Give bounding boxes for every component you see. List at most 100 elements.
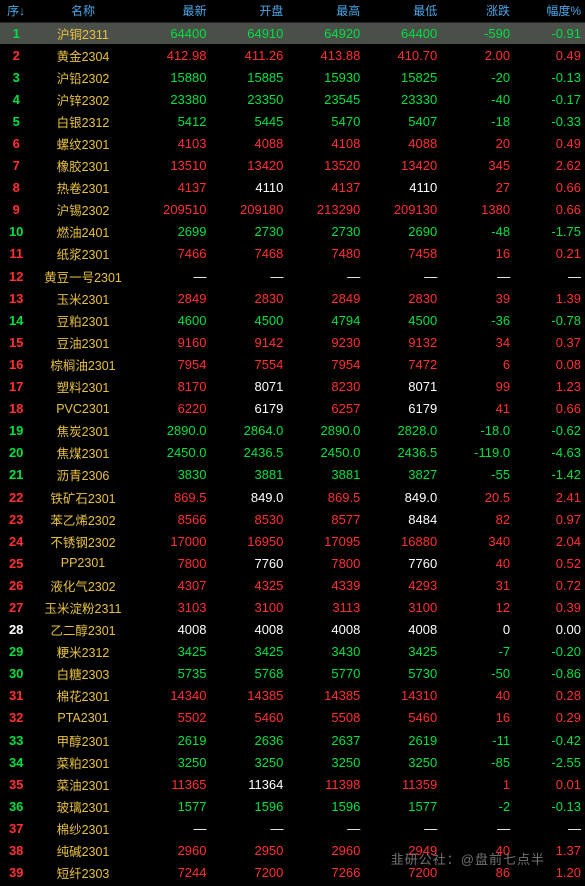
cell-seq: 6 [0, 132, 32, 154]
cell-value: 4137 [287, 177, 364, 199]
table-row[interactable]: 35菜油23011136511364113981135910.01 [0, 773, 585, 795]
table-row[interactable]: 29粳米23123425342534303425-7-0.20 [0, 641, 585, 663]
cell-value: — [210, 265, 287, 287]
cell-value: -4.63 [514, 442, 585, 464]
cell-value: 4008 [287, 619, 364, 641]
cell-value: 16950 [210, 530, 287, 552]
cell-value: 0 [441, 619, 514, 641]
table-row[interactable]: 19焦炭23012890.02864.02890.02828.0-18.0-0.… [0, 420, 585, 442]
col-header-seq[interactable]: 序↓ [0, 0, 32, 22]
cell-seq: 29 [0, 641, 32, 663]
table-row[interactable]: 24不锈钢2302170001695017095168803402.04 [0, 530, 585, 552]
cell-value: 209130 [364, 199, 441, 221]
cell-value: 4293 [364, 574, 441, 596]
table-row[interactable]: 18PVC23016220617962576179410.66 [0, 398, 585, 420]
cell-value: 2849 [134, 287, 211, 309]
table-row[interactable]: 16棕榈油2301795475547954747260.08 [0, 353, 585, 375]
table-row[interactable]: 32PTA23015502546055085460160.29 [0, 707, 585, 729]
cell-value: 4339 [287, 574, 364, 596]
cell-value: 39 [441, 287, 514, 309]
cell-seq: 34 [0, 751, 32, 773]
cell-value: — [134, 265, 211, 287]
cell-value: 64400 [134, 22, 211, 44]
table-row[interactable]: 7橡胶2301135101342013520134203452.62 [0, 155, 585, 177]
table-row[interactable]: 17塑料23018170807182308071991.23 [0, 376, 585, 398]
col-header-high[interactable]: 最高 [287, 0, 364, 22]
col-header-change[interactable]: 涨跌 [441, 0, 514, 22]
table-row[interactable]: 21沥青23063830388138813827-55-1.42 [0, 464, 585, 486]
cell-value: 5770 [287, 663, 364, 685]
cell-value: 4108 [287, 132, 364, 154]
cell-value: 869.5 [134, 486, 211, 508]
cell-value: 4794 [287, 309, 364, 331]
table-row[interactable]: 6螺纹23014103408841084088200.49 [0, 132, 585, 154]
cell-seq: 1 [0, 22, 32, 44]
col-header-pct[interactable]: 幅度% [514, 0, 585, 22]
table-row[interactable]: 25PP23017800776078007760400.52 [0, 552, 585, 574]
cell-value: 1577 [364, 795, 441, 817]
cell-value: 15880 [134, 66, 211, 88]
cell-value: 13510 [134, 155, 211, 177]
cell-value: 2.00 [441, 44, 514, 66]
table-row[interactable]: 27玉米淀粉23113103310031133100120.39 [0, 596, 585, 618]
table-row[interactable]: 12黄豆一号2301—————— [0, 265, 585, 287]
table-row[interactable]: 14豆粕23014600450047944500-36-0.78 [0, 309, 585, 331]
col-header-latest[interactable]: 最新 [134, 0, 211, 22]
cell-name: 玉米2301 [32, 287, 133, 309]
table-row[interactable]: 36玻璃23011577159615961577-2-0.13 [0, 795, 585, 817]
table-row[interactable]: 23苯乙烯23028566853085778484820.97 [0, 508, 585, 530]
cell-value: 9230 [287, 331, 364, 353]
table-row[interactable]: 37棉纱2301—————— [0, 817, 585, 839]
cell-value: 17000 [134, 530, 211, 552]
cell-value: 2830 [210, 287, 287, 309]
table-row[interactable]: 34菜粕23013250325032503250-85-2.55 [0, 751, 585, 773]
table-row[interactable]: 9沪锡230220951020918021329020913013800.66 [0, 199, 585, 221]
cell-value: 40 [441, 552, 514, 574]
table-row[interactable]: 8热卷23014137411041374110270.66 [0, 177, 585, 199]
col-header-name[interactable]: 名称 [32, 0, 133, 22]
cell-value: 3425 [364, 641, 441, 663]
cell-name: 沪铅2302 [32, 66, 133, 88]
cell-value: 4137 [134, 177, 211, 199]
table-row[interactable]: 26液化气23024307432543394293310.72 [0, 574, 585, 596]
cell-seq: 24 [0, 530, 32, 552]
table-row[interactable]: 31棉花230114340143851438514310400.28 [0, 685, 585, 707]
cell-value: 8071 [210, 376, 287, 398]
cell-value: 3827 [364, 464, 441, 486]
cell-value: 5502 [134, 707, 211, 729]
table-row[interactable]: 5白银23125412544554705407-18-0.33 [0, 110, 585, 132]
cell-name: 棕榈油2301 [32, 353, 133, 375]
col-header-low[interactable]: 最低 [364, 0, 441, 22]
cell-seq: 17 [0, 376, 32, 398]
cell-name: 焦煤2301 [32, 442, 133, 464]
table-row[interactable]: 3沪铅230215880158851593015825-20-0.13 [0, 66, 585, 88]
table-row[interactable]: 22铁矿石2301869.5849.0869.5849.020.52.41 [0, 486, 585, 508]
table-row[interactable]: 11纸浆23017466746874807458160.21 [0, 243, 585, 265]
cell-value: 11365 [134, 773, 211, 795]
cell-value: — [514, 265, 585, 287]
table-row[interactable]: 30白糖23035735576857705730-50-0.86 [0, 663, 585, 685]
cell-value: — [364, 817, 441, 839]
cell-value: 2436.5 [364, 442, 441, 464]
cell-value: 4110 [210, 177, 287, 199]
cell-name: 豆粕2301 [32, 309, 133, 331]
table-row[interactable]: 33甲醇23012619263626372619-11-0.42 [0, 729, 585, 751]
cell-value: 14385 [210, 685, 287, 707]
cell-value: 3113 [287, 596, 364, 618]
cell-name: 沥青2306 [32, 464, 133, 486]
cell-name: 甲醇2301 [32, 729, 133, 751]
cell-seq: 27 [0, 596, 32, 618]
table-row[interactable]: 10燃油24012699273027302690-48-1.75 [0, 221, 585, 243]
cell-name: 白糖2303 [32, 663, 133, 685]
table-row[interactable]: 1沪铜231164400649106492064400-590-0.91 [0, 22, 585, 44]
table-row[interactable]: 28乙二醇2301400840084008400800.00 [0, 619, 585, 641]
table-row[interactable]: 13玉米23012849283028492830391.39 [0, 287, 585, 309]
table-row[interactable]: 4沪锌230223380233502354523330-40-0.17 [0, 88, 585, 110]
table-row[interactable]: 15豆油23019160914292309132340.37 [0, 331, 585, 353]
cell-value: -7 [441, 641, 514, 663]
table-row[interactable]: 2黄金2304412.98411.26413.88410.702.000.49 [0, 44, 585, 66]
cell-value: 23380 [134, 88, 211, 110]
cell-value: 0.39 [514, 596, 585, 618]
table-row[interactable]: 20焦煤23012450.02436.52450.02436.5-119.0-4… [0, 442, 585, 464]
col-header-open[interactable]: 开盘 [210, 0, 287, 22]
